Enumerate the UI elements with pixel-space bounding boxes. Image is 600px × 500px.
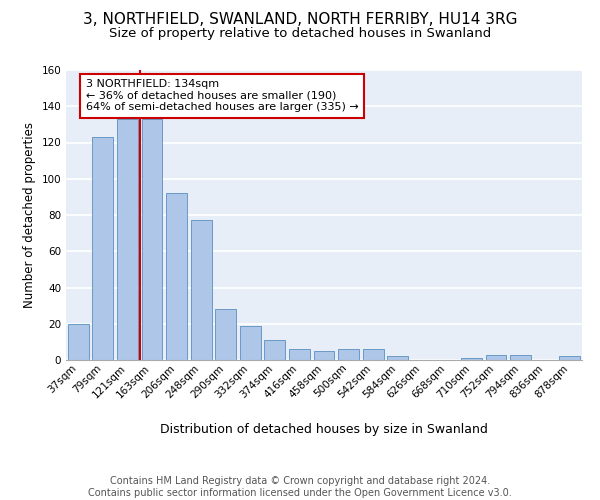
Bar bbox=[92, 137, 113, 360]
Bar bbox=[510, 354, 531, 360]
Text: 3 NORTHFIELD: 134sqm
← 36% of detached houses are smaller (190)
64% of semi-deta: 3 NORTHFIELD: 134sqm ← 36% of detached h… bbox=[86, 79, 358, 112]
Bar bbox=[240, 326, 261, 360]
Bar bbox=[314, 351, 334, 360]
Text: Contains HM Land Registry data © Crown copyright and database right 2024.
Contai: Contains HM Land Registry data © Crown c… bbox=[88, 476, 512, 498]
Text: 3, NORTHFIELD, SWANLAND, NORTH FERRIBY, HU14 3RG: 3, NORTHFIELD, SWANLAND, NORTH FERRIBY, … bbox=[83, 12, 517, 28]
Bar bbox=[117, 119, 138, 360]
Bar bbox=[142, 119, 163, 360]
Bar bbox=[387, 356, 408, 360]
Bar bbox=[559, 356, 580, 360]
Bar bbox=[289, 349, 310, 360]
Text: Distribution of detached houses by size in Swanland: Distribution of detached houses by size … bbox=[160, 422, 488, 436]
Bar bbox=[461, 358, 482, 360]
Text: Size of property relative to detached houses in Swanland: Size of property relative to detached ho… bbox=[109, 28, 491, 40]
Bar bbox=[265, 340, 286, 360]
Bar bbox=[191, 220, 212, 360]
Bar bbox=[68, 324, 89, 360]
Bar bbox=[485, 354, 506, 360]
Bar bbox=[362, 349, 383, 360]
Y-axis label: Number of detached properties: Number of detached properties bbox=[23, 122, 36, 308]
Bar bbox=[166, 193, 187, 360]
Bar bbox=[338, 349, 359, 360]
Bar bbox=[215, 309, 236, 360]
